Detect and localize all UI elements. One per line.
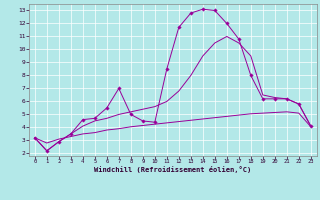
X-axis label: Windchill (Refroidissement éolien,°C): Windchill (Refroidissement éolien,°C) — [94, 166, 252, 173]
